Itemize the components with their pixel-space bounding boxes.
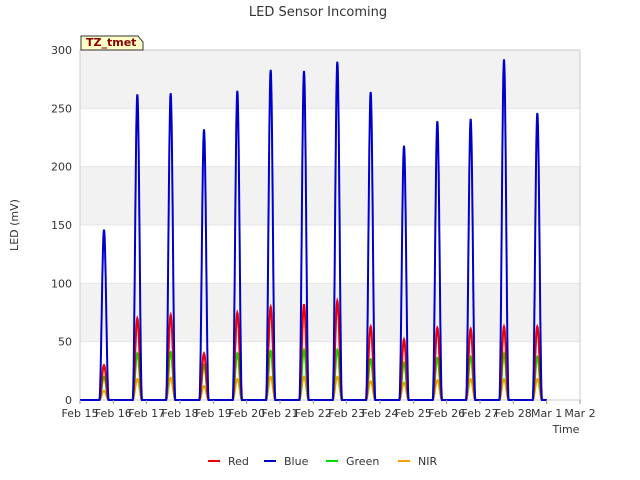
y-tick-label: 50 [58, 336, 72, 349]
legend-label: NIR [418, 455, 437, 468]
y-tick-label: 100 [51, 277, 72, 290]
y-axis-ticks: 0 50 100 150 200 250 300 [51, 44, 72, 407]
legend-item-blue: Blue [264, 455, 309, 468]
legend-item-nir: NIR [398, 455, 437, 468]
x-tick-label: Feb 19 [195, 407, 232, 420]
series-line-green [80, 347, 547, 401]
x-tick-label: Feb 20 [228, 407, 265, 420]
x-tick-label: Feb 28 [495, 407, 532, 420]
y-tick-label: 0 [65, 394, 72, 407]
x-tick-label: Feb 25 [395, 407, 432, 420]
grid-band [80, 50, 580, 109]
y-tick-label: 200 [51, 161, 72, 174]
site-tag-label: TZ_tmet [86, 36, 136, 49]
x-tick-label: Feb 21 [262, 407, 299, 420]
series-line-blue [80, 59, 547, 401]
x-tick-label: Feb 16 [95, 407, 132, 420]
x-tick-label: Mar 1 [531, 407, 562, 420]
grid-band [80, 283, 580, 342]
x-tick-label: Mar 2 [564, 407, 595, 420]
x-axis-label: Time [552, 423, 580, 436]
x-tick-label: Feb 15 [62, 407, 99, 420]
y-tick-label: 300 [51, 44, 72, 57]
x-tick-label: Feb 26 [428, 407, 465, 420]
x-tick-label: Feb 27 [462, 407, 499, 420]
x-tick-label: Feb 24 [362, 407, 399, 420]
series-lines [80, 59, 547, 401]
legend-label: Blue [284, 455, 309, 468]
site-tag: TZ_tmet [80, 35, 144, 51]
legend-item-green: Green [326, 455, 379, 468]
chart-title: LED Sensor Incoming [249, 5, 387, 20]
y-tick-label: 250 [51, 102, 72, 115]
x-tick-label: Feb 23 [328, 407, 365, 420]
x-tick-label: Feb 17 [128, 407, 165, 420]
legend-label: Red [228, 455, 249, 468]
grid-bands [80, 49, 580, 401]
x-tick-label: Feb 22 [295, 407, 332, 420]
x-tick-label: Feb 18 [162, 407, 199, 420]
legend: Red Blue Green NIR [208, 455, 437, 468]
grid-band [80, 166, 580, 225]
series-line-nir [80, 375, 547, 401]
y-axis-label: LED (mV) [8, 199, 21, 251]
legend-label: Green [346, 455, 379, 468]
legend-item-red: Red [208, 455, 249, 468]
y-tick-label: 150 [51, 219, 72, 232]
